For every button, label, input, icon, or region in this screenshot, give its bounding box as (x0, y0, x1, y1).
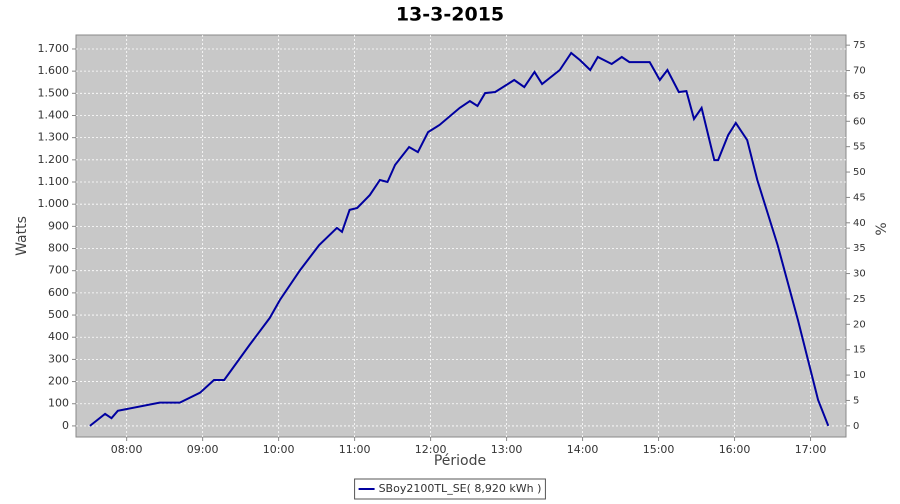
legend: SBoy2100TL_SE( 8,920 kWh ) (354, 478, 546, 500)
y-tick-label: 400 (48, 330, 69, 343)
y2-tick-label: 10 (853, 370, 866, 381)
legend-box (354, 478, 546, 500)
y2-tick-label: 65 (853, 91, 866, 102)
y2-tick-label: 60 (853, 116, 866, 127)
y-tick-label: 800 (48, 242, 69, 255)
y-tick-label: 1.600 (38, 64, 70, 77)
x-axis-label: Période (434, 453, 486, 469)
y-tick-label: 0 (62, 419, 69, 432)
y2-tick-label: 35 (853, 243, 866, 254)
y-tick-label: 500 (48, 308, 69, 321)
x-tick-label: 08:00 (111, 443, 143, 456)
x-tick-label: 17:00 (795, 443, 827, 456)
y-tick-label: 1.000 (38, 197, 70, 210)
x-tick-label: 12:00 (415, 443, 447, 456)
y2-tick-label: 45 (853, 192, 866, 203)
y-tick-label: 1.200 (38, 153, 70, 166)
x-tick-label: 10:00 (263, 443, 295, 456)
y2-tick-label: 70 (853, 66, 866, 77)
y-tick-label: 1.400 (38, 108, 70, 121)
y-tick-label: 1.300 (38, 131, 70, 144)
x-tick-label: 16:00 (719, 443, 751, 456)
y-tick-label: 1.500 (38, 86, 70, 99)
plot-area (75, 34, 847, 438)
y-tick-label: 100 (48, 397, 69, 410)
chart-title: 13-3-2015 (396, 4, 504, 26)
y2-tick-label: 5 (853, 395, 859, 406)
y-tick-label: 300 (48, 352, 69, 365)
y-tick-label: 1.700 (38, 42, 70, 55)
y-tick-label: 900 (48, 219, 69, 232)
y2-tick-label: 0 (853, 421, 859, 432)
y-tick-label: 200 (48, 375, 69, 388)
legend-label: SBoy2100TL_SE( 8,920 kWh ) (379, 482, 542, 495)
y2-tick-label: 20 (853, 319, 866, 330)
y-tick-label: 700 (48, 264, 69, 277)
y2-tick-label: 50 (853, 167, 866, 178)
x-tick-label: 11:00 (339, 443, 371, 456)
y2-tick-label: 75 (853, 40, 866, 51)
y2-tick-label: 15 (853, 345, 866, 356)
y2-tick-label: 25 (853, 294, 866, 305)
y2-tick-label: 30 (853, 269, 866, 280)
x-tick-label: 14:00 (567, 443, 599, 456)
x-tick-label: 15:00 (643, 443, 675, 456)
y-tick-label: 600 (48, 286, 69, 299)
x-tick-label: 09:00 (187, 443, 219, 456)
y2-tick-label: 55 (853, 142, 866, 153)
y2-axis-label: % (874, 222, 890, 235)
y-tick-label: 1.100 (38, 175, 70, 188)
y-axis-label: Watts (14, 216, 30, 256)
x-tick-label: 13:00 (491, 443, 523, 456)
series-line (89, 51, 830, 427)
y2-tick-label: 40 (853, 218, 866, 229)
